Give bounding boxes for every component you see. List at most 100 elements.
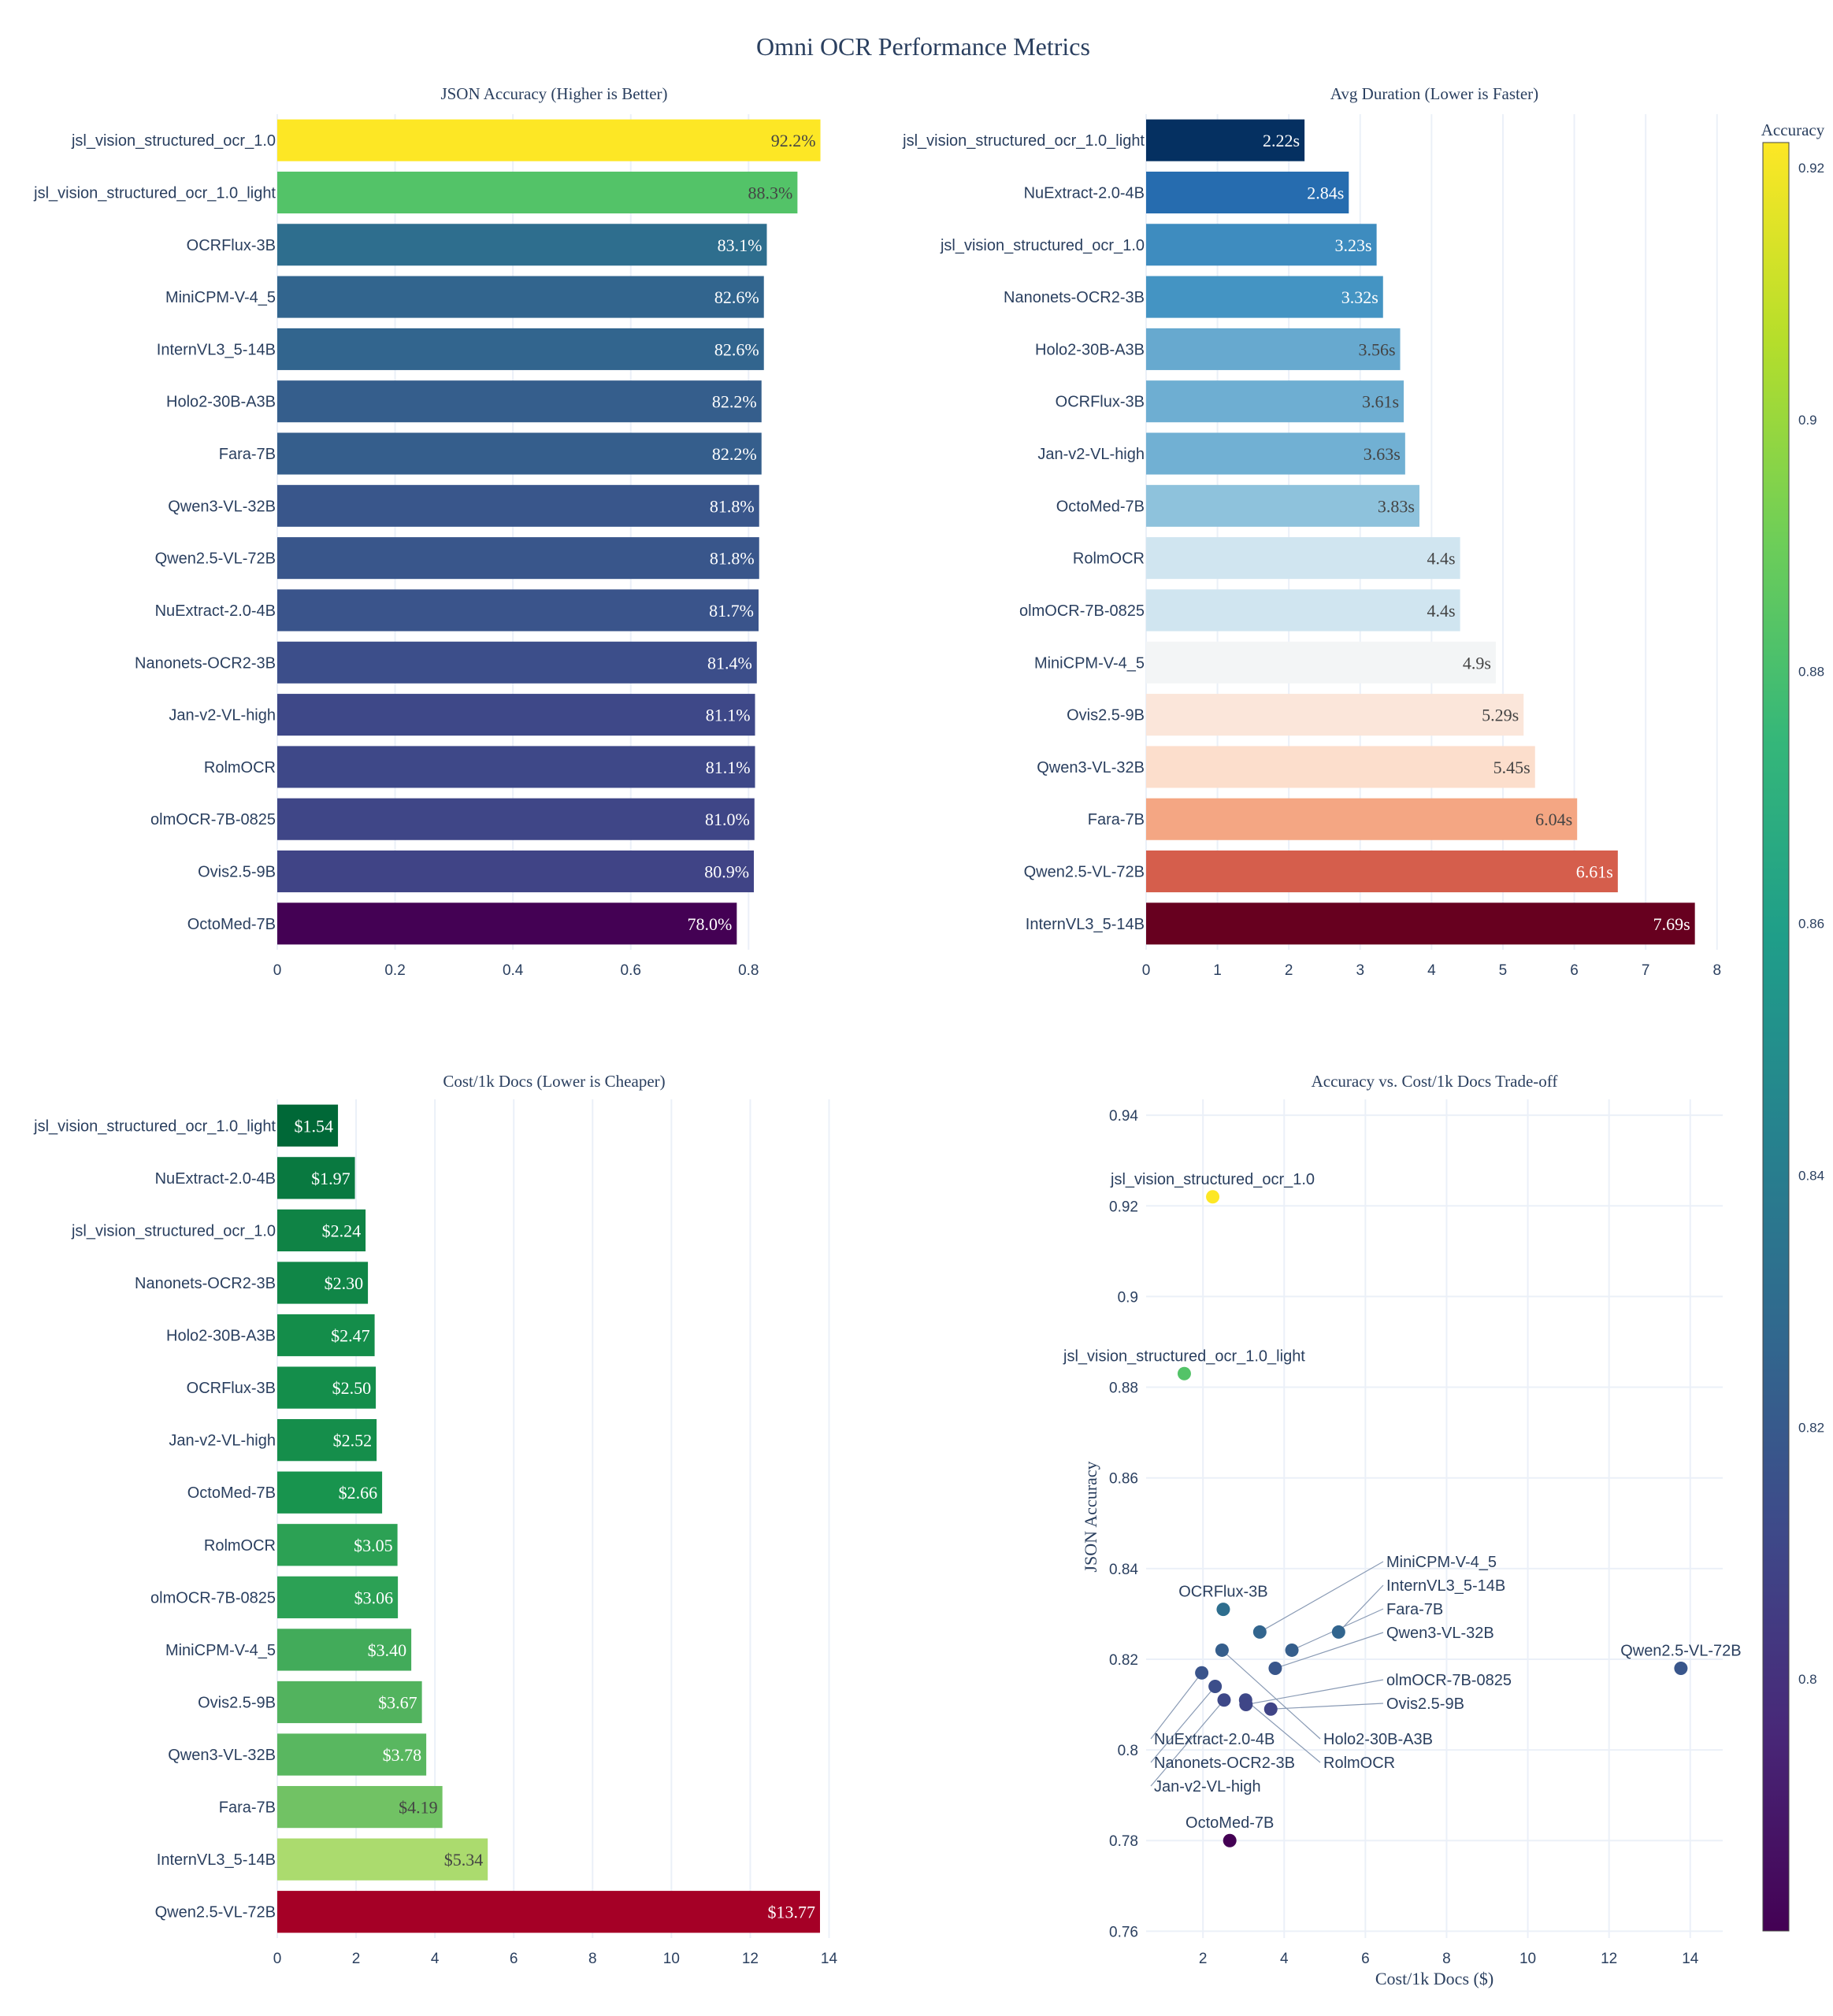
colorbar: Accuracy 0.8 0.82 0.84 0.86 0.88 0.9 0.92: [1761, 120, 1825, 1932]
label-leader-line: [1150, 1686, 1216, 1763]
scatter-point: [1674, 1661, 1688, 1675]
data-label: $2.50: [332, 1378, 372, 1398]
data-label: 92.2%: [771, 131, 816, 150]
bar: [1146, 850, 1618, 893]
data-label: 82.6%: [714, 339, 759, 359]
point-label: OctoMed-7B: [1186, 1814, 1274, 1832]
bar: [1146, 902, 1695, 945]
bar: [277, 119, 821, 161]
data-label: 5.45s: [1493, 758, 1531, 777]
y-tick-label: 0.76: [1109, 1924, 1138, 1940]
data-label: 88.3%: [748, 183, 793, 202]
bar: [1146, 746, 1535, 788]
bar: [1146, 276, 1383, 318]
subplot-title: Avg Duration (Lower is Faster): [1330, 84, 1538, 103]
bar: [277, 1629, 412, 1671]
label-leader-line: [1271, 1703, 1384, 1710]
data-label: $4.19: [399, 1798, 438, 1818]
label-leader-line: [1221, 1650, 1321, 1740]
category-label: RolmOCR: [204, 759, 276, 776]
data-label: 4.4s: [1427, 549, 1456, 569]
y-tick-label: 0.78: [1109, 1833, 1138, 1850]
data-label: 82.2%: [712, 444, 757, 464]
point-labels: jsl_vision_structured_ocr_1.0 jsl_vision_…: [1063, 1171, 1742, 1832]
category-label: Qwen3-VL-32B: [168, 1747, 276, 1764]
category-label: NuExtract-2.0-4B: [1024, 184, 1145, 202]
bar-panel-1: JSON Accuracy (Higher is Better) 0 0.2 0.4 0…: [33, 84, 821, 979]
data-label: 81.8%: [710, 496, 755, 516]
category-label: Ovis2.5-9B: [198, 864, 276, 881]
colorbar-tick-label: 0.92: [1798, 161, 1824, 176]
data-label: 4.4s: [1427, 601, 1456, 621]
bar: [277, 850, 755, 893]
category-label: Holo2-30B-A3B: [1035, 341, 1145, 358]
x-tick-label: 12: [742, 1951, 759, 1967]
point-label: MiniCPM-V-4_5: [1386, 1554, 1497, 1571]
bar: [277, 1681, 422, 1724]
bar: [1146, 380, 1404, 423]
x-tick-label: 0.6: [621, 962, 641, 979]
colorbar-title: Accuracy: [1761, 120, 1825, 139]
data-label: 81.1%: [706, 758, 751, 777]
point-label: Jan-v2-VL-high: [1154, 1778, 1261, 1796]
scatter-point: [1177, 1366, 1191, 1380]
data-label: 2.84s: [1307, 183, 1344, 202]
bar: [277, 1157, 355, 1199]
category-label: olmOCR-7B-0825: [150, 1589, 276, 1606]
data-label: $3.05: [354, 1536, 393, 1555]
scatter-point: [1263, 1702, 1278, 1716]
data-label: 3.23s: [1335, 235, 1372, 255]
point-label: Fara-7B: [1386, 1601, 1443, 1618]
data-label: $2.47: [331, 1326, 370, 1346]
data-label: $2.24: [322, 1221, 362, 1240]
bar: [277, 432, 762, 475]
bar: [277, 328, 764, 370]
label-leader-line: [1150, 1699, 1225, 1787]
data-label: 81.0%: [705, 810, 750, 829]
category-label: Ovis2.5-9B: [198, 1694, 276, 1711]
bar: [1146, 484, 1419, 527]
x-tick-label: 5: [1499, 962, 1508, 979]
scatter-point: [1195, 1666, 1209, 1680]
category-label: OctoMed-7B: [187, 1484, 276, 1502]
data-label: 3.32s: [1341, 287, 1378, 307]
point-label: olmOCR-7B-0825: [1386, 1672, 1512, 1689]
colorbar-tick-label: 0.82: [1798, 1420, 1824, 1435]
category-label: Qwen2.5-VL-72B: [155, 1904, 276, 1922]
colorbar-scale: [1762, 142, 1790, 1932]
category-label: MiniCPM-V-4_5: [165, 289, 276, 306]
data-label: 3.56s: [1358, 339, 1395, 359]
data-label: 6.61s: [1576, 862, 1613, 882]
x-tick-label: 6: [510, 1951, 518, 1967]
data-label: $3.67: [378, 1692, 417, 1712]
scatter-point: [1206, 1190, 1220, 1204]
point-label: Holo2-30B-A3B: [1323, 1731, 1433, 1748]
data-label: 82.2%: [712, 392, 757, 412]
subplot-title: JSON Accuracy (Higher is Better): [440, 84, 667, 103]
data-label: 4.9s: [1463, 653, 1491, 673]
x-tick-label: 10: [663, 1951, 680, 1967]
bar: [277, 171, 798, 213]
bar: [277, 484, 759, 527]
category-label: olmOCR-7B-0825: [1019, 602, 1145, 620]
bar: [277, 1733, 427, 1776]
x-axis-title: Cost/1k Docs ($): [1375, 1969, 1493, 1988]
category-label: InternVL3_5-14B: [157, 1851, 276, 1869]
bar: [277, 1785, 443, 1829]
x-tick-label: 0.8: [738, 962, 759, 979]
category-label: jsl_vision_structured_ocr_1.0: [71, 1222, 276, 1240]
category-label: Qwen2.5-VL-72B: [155, 550, 276, 568]
bar: [277, 276, 764, 318]
y-tick-label: 0.88: [1109, 1380, 1138, 1397]
scatter-point: [1285, 1643, 1299, 1657]
data-label: 3.83s: [1378, 496, 1415, 516]
bar: [277, 1262, 369, 1304]
point-label: Qwen2.5-VL-72B: [1620, 1642, 1741, 1659]
bar: [277, 1838, 488, 1881]
bar: [277, 589, 759, 632]
x-tick-label: 0: [1142, 962, 1151, 979]
scatter-point: [1216, 1603, 1230, 1617]
colorbar-tick-label: 0.9: [1798, 413, 1817, 428]
scatter-point: [1239, 1698, 1253, 1712]
